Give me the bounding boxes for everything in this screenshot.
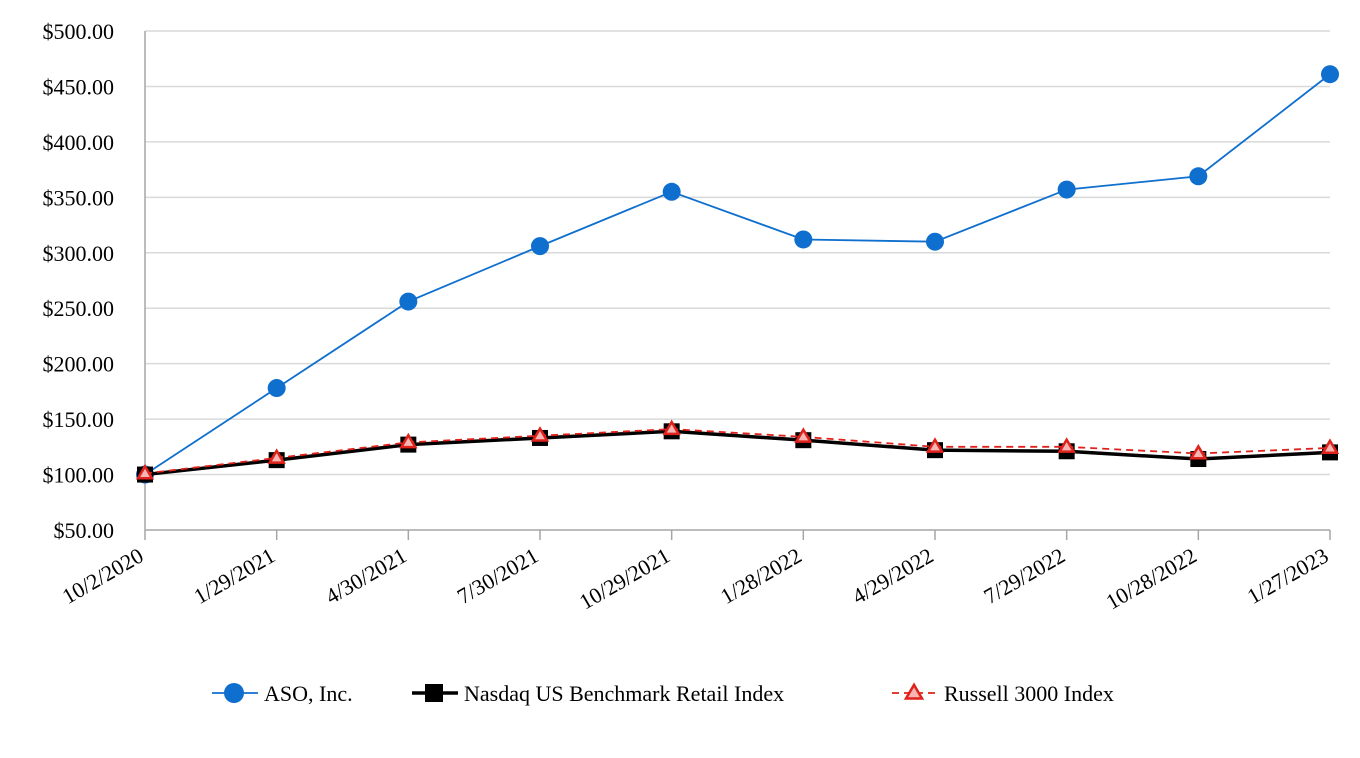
- legend-item-3: Russell 3000 Index: [892, 681, 1114, 706]
- y-tick-label: $250.00: [43, 296, 115, 321]
- y-tick-label: $200.00: [43, 352, 115, 377]
- y-tick-label: $400.00: [43, 130, 115, 155]
- data-point: [1189, 443, 1208, 460]
- series-3: [135, 419, 1340, 480]
- data-point: [1057, 437, 1076, 453]
- grid-lines: [145, 30, 1330, 476]
- data-point: [267, 379, 286, 398]
- data-point: [530, 426, 550, 442]
- data-point: [224, 683, 244, 703]
- series-line: [144, 428, 1331, 475]
- y-tick-label: $50.00: [54, 518, 115, 543]
- y-tick-label: $100.00: [43, 463, 115, 488]
- data-point: [794, 427, 813, 443]
- y-tick-label: $500.00: [43, 19, 115, 44]
- y-tick-label: $150.00: [43, 407, 115, 432]
- legend-label: Russell 3000 Index: [944, 681, 1114, 706]
- data-point: [1320, 438, 1340, 454]
- x-tick-label: 10/28/2022: [1102, 543, 1201, 615]
- y-tick-label: $350.00: [43, 185, 115, 210]
- series-1: [136, 65, 1339, 484]
- data-point: [925, 437, 945, 453]
- legend: ASO, Inc. Nasdaq US Benchmark Retail Inde…: [212, 681, 1114, 706]
- data-point: [425, 684, 443, 702]
- x-tick-label: 1/27/2023: [1243, 543, 1333, 609]
- x-tick-label: 1/28/2022: [716, 543, 806, 609]
- x-tick-label: 7/29/2022: [979, 543, 1069, 609]
- data-point: [399, 292, 418, 311]
- series-line: [144, 73, 1331, 476]
- data-point: [531, 237, 549, 256]
- series: [135, 65, 1340, 484]
- data-point: [662, 182, 681, 201]
- x-tick-label: 1/29/2021: [189, 543, 279, 609]
- legend-label: Nasdaq US Benchmark Retail Index: [464, 681, 784, 706]
- data-point: [794, 230, 813, 249]
- x-tick-label: 7/30/2021: [453, 543, 543, 609]
- data-point: [135, 463, 155, 480]
- data-point: [662, 419, 681, 436]
- data-point: [1321, 65, 1339, 84]
- data-point: [399, 432, 418, 449]
- legend-item-1: ASO, Inc.: [212, 681, 353, 706]
- x-tick-label: 4/30/2021: [321, 543, 411, 609]
- y-tick-label: $450.00: [43, 74, 115, 99]
- x-tick-label: 10/2/2020: [58, 543, 148, 609]
- data-point: [903, 682, 925, 700]
- axes: $50.00 $100.00 $150.00 $200.00 $250.00 $300.0…: [43, 19, 1333, 614]
- legend-label: ASO, Inc.: [264, 681, 353, 706]
- x-tick-label: 10/29/2021: [575, 543, 674, 615]
- data-point: [267, 448, 286, 464]
- x-tick-label: 4/29/2022: [848, 543, 938, 609]
- y-tick-label: $300.00: [43, 241, 115, 266]
- data-point: [1057, 180, 1076, 199]
- data-point: [1189, 167, 1208, 186]
- legend-item-2: Nasdaq US Benchmark Retail Index: [412, 681, 784, 706]
- data-point: [926, 232, 944, 251]
- series-line: [144, 429, 1331, 477]
